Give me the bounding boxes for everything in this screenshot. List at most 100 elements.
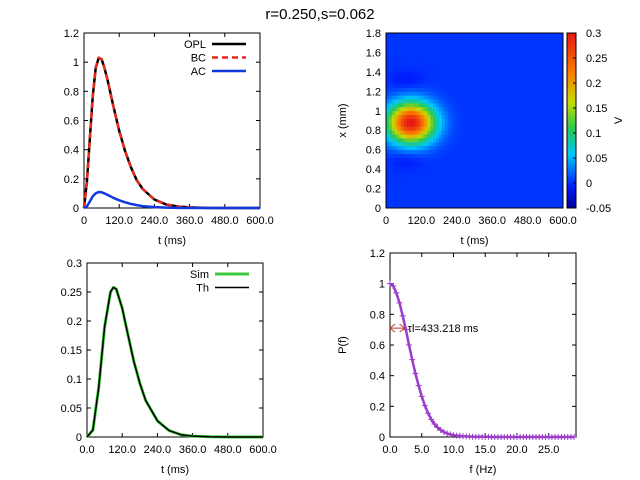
colorbar-segment bbox=[567, 143, 576, 146]
heatmap-cell bbox=[554, 103, 558, 108]
heatmap-cell bbox=[548, 204, 552, 209]
heatmap-cell bbox=[468, 180, 472, 186]
heatmap-cell bbox=[492, 79, 496, 84]
heatmap-cell bbox=[521, 130, 526, 135]
heatmap-cell bbox=[406, 83, 410, 88]
heatmap-cell bbox=[394, 157, 399, 162]
heatmap-cell bbox=[557, 33, 561, 38]
heatmap-cell bbox=[442, 79, 446, 84]
heatmap-cell bbox=[521, 180, 526, 186]
heatmap-cell bbox=[403, 83, 408, 88]
y-tick-label: 0.4 bbox=[64, 145, 79, 157]
colorbar-segment bbox=[567, 55, 576, 59]
heatmap-cell bbox=[483, 165, 487, 170]
heatmap-cell bbox=[400, 204, 405, 209]
heatmap-cell bbox=[406, 126, 410, 131]
heatmap-cell bbox=[551, 141, 555, 147]
heatmap-cell bbox=[436, 192, 440, 197]
heatmap-cell bbox=[427, 149, 431, 154]
heatmap-cell bbox=[554, 157, 558, 162]
heatmap-cell bbox=[489, 68, 493, 73]
heatmap-cell bbox=[542, 71, 546, 77]
heatmap-cell bbox=[551, 138, 555, 143]
heatmap-cell bbox=[504, 33, 508, 38]
heatmap-cell bbox=[533, 52, 537, 57]
heatmap-cell bbox=[554, 52, 558, 57]
heatmap-cell bbox=[409, 87, 413, 92]
heatmap-cell bbox=[433, 145, 437, 151]
heatmap-cell bbox=[418, 33, 422, 38]
heatmap-cell bbox=[471, 91, 475, 96]
heatmap-cell bbox=[415, 184, 419, 189]
heatmap-cell bbox=[480, 122, 484, 127]
heatmap-cell bbox=[445, 145, 449, 151]
heatmap-cell bbox=[527, 169, 531, 174]
heatmap-cell bbox=[495, 36, 499, 42]
heatmap-cell bbox=[498, 196, 502, 201]
heatmap-cell bbox=[397, 196, 402, 201]
heatmap-cell bbox=[406, 200, 410, 205]
heatmap-cell bbox=[557, 130, 561, 135]
heatmap-cell bbox=[424, 200, 428, 205]
heatmap-cell bbox=[447, 91, 452, 96]
heatmap-cell bbox=[386, 40, 390, 46]
heatmap-cell bbox=[459, 40, 464, 46]
heatmap-cell bbox=[527, 68, 531, 73]
heatmap-cell bbox=[486, 60, 490, 65]
heatmap-cell bbox=[468, 68, 472, 73]
heatmap-cell bbox=[515, 83, 520, 88]
heatmap-cell bbox=[518, 196, 523, 201]
heatmap-cell bbox=[409, 83, 413, 88]
heatmap-cell bbox=[557, 204, 561, 209]
heatmap-cell bbox=[406, 149, 410, 154]
heatmap-cell bbox=[551, 145, 555, 151]
heatmap-cell bbox=[450, 114, 455, 119]
heatmap-cell bbox=[480, 180, 484, 186]
heatmap-cell bbox=[433, 134, 437, 139]
heatmap-cell bbox=[551, 33, 555, 38]
heatmap-cell bbox=[509, 153, 514, 158]
heatmap-cell bbox=[542, 52, 546, 57]
heatmap-cell bbox=[415, 153, 419, 158]
heatmap-cell bbox=[501, 71, 505, 77]
heatmap-cell bbox=[468, 122, 472, 127]
heatmap-cell bbox=[495, 71, 499, 77]
heatmap-cell bbox=[468, 126, 472, 131]
heatmap-cell bbox=[406, 52, 410, 57]
heatmap-cell bbox=[412, 130, 416, 135]
heatmap-cell bbox=[533, 75, 537, 81]
heatmap-cell bbox=[539, 157, 543, 162]
heatmap-cell bbox=[418, 44, 422, 49]
heatmap-cell bbox=[462, 75, 467, 81]
heatmap-cell bbox=[486, 157, 490, 162]
heatmap-cell bbox=[465, 130, 469, 135]
heatmap-cell bbox=[394, 134, 399, 139]
heatmap-cell bbox=[518, 87, 523, 92]
colorbar-segment bbox=[567, 198, 576, 201]
heatmap-cell bbox=[409, 40, 413, 46]
heatmap-cell bbox=[506, 33, 511, 38]
heatmap-cell bbox=[403, 103, 408, 108]
heatmap-cell bbox=[394, 141, 399, 147]
heatmap-cell bbox=[489, 200, 493, 205]
heatmap-cell bbox=[421, 138, 425, 143]
heatmap-cell bbox=[436, 106, 440, 112]
heatmap-cell bbox=[403, 60, 408, 65]
heatmap-cell bbox=[477, 153, 481, 158]
heatmap-cell bbox=[465, 52, 469, 57]
heatmap-cell bbox=[521, 48, 526, 53]
heatmap-cell bbox=[394, 79, 399, 84]
x-tick-label: 25.0 bbox=[538, 444, 559, 456]
heatmap-cell bbox=[412, 138, 416, 143]
heatmap-cell bbox=[498, 130, 502, 135]
heatmap-cell bbox=[409, 99, 413, 104]
heatmap-cell bbox=[465, 173, 469, 178]
heatmap-cell bbox=[468, 64, 472, 69]
heatmap-cell bbox=[521, 106, 526, 112]
heatmap-cell bbox=[486, 196, 490, 201]
heatmap-cell bbox=[557, 184, 561, 189]
heatmap-cell bbox=[453, 184, 458, 189]
heatmap-cell bbox=[445, 48, 449, 53]
heatmap-cell bbox=[400, 83, 405, 88]
